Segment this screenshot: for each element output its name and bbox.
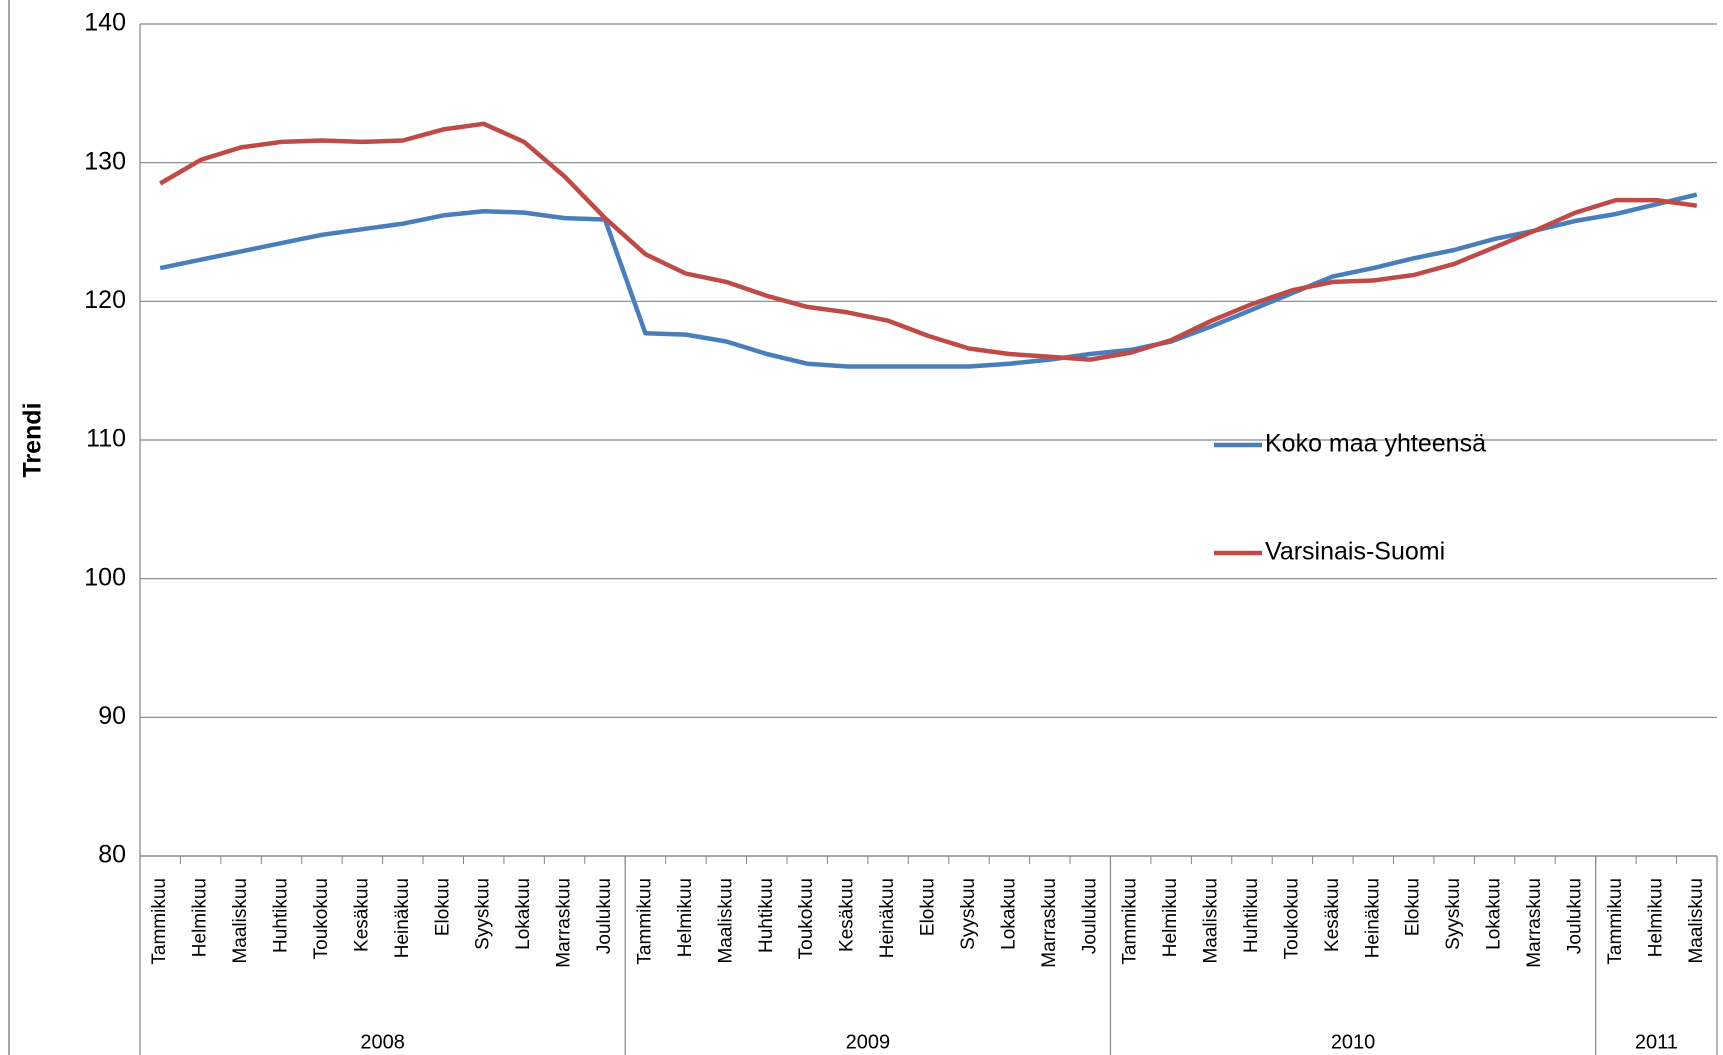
x-tick-label: Kesäkuu [837,878,858,952]
x-tick-label: Syyskuu [473,878,494,950]
x-tick-label: Heinäkuu [877,878,898,958]
series-line [159,192,1698,369]
x-tick-label: Tammikuu [1120,878,1141,965]
year-label: 2011 [1635,1031,1678,1053]
x-tick-label: Maaliskuu [1201,878,1222,964]
x-tick-label: Toukokuu [311,878,332,959]
x-tick-label: Marraskuu [1524,878,1545,968]
x-tick-label: Helmikuu [1160,878,1181,957]
x-tick-label: Lokakuu [1484,878,1505,950]
x-tick-label: Joulukuu [594,878,615,954]
y-tick-label: 100 [84,563,126,591]
x-tick-label: Helmikuu [675,878,696,957]
x-tick-label: Tammikuu [634,878,655,965]
x-tick-label: Huhtikuu [756,878,777,953]
x-tick-label: Marraskuu [554,878,575,968]
x-tick-label: Syyskuu [958,878,979,950]
x-tick-label: Syyskuu [1443,878,1464,950]
x-tick-label: Kesäkuu [1322,878,1343,952]
x-tick-label: Joulukuu [1079,878,1100,954]
legend-label: Varsinais-Suomi [1265,538,1445,566]
y-axis-label: Trendi [19,402,47,477]
x-tick-label: Marraskuu [1039,878,1060,968]
x-tick-label: Elokuu [432,878,453,936]
y-tick-label: 140 [84,9,126,37]
x-tick-label: Maaliskuu [230,878,251,964]
x-tick-label: Elokuu [1403,878,1424,936]
x-tick-label: Heinäkuu [1362,878,1383,958]
y-tick-label: 120 [84,286,126,314]
x-tick-label: Kesäkuu [351,878,372,952]
year-label: 2008 [360,1031,405,1053]
x-tick-label: Heinäkuu [392,878,413,958]
x-tick-label: Maaliskuu [1686,878,1707,964]
year-label: 2010 [1331,1031,1376,1053]
x-tick-label: Maaliskuu [715,878,736,964]
series-line [159,121,1698,362]
year-label: 2009 [846,1031,891,1053]
x-tick-label: Huhtikuu [1241,878,1262,953]
x-tick-label: Huhtikuu [271,878,292,953]
x-tick-label: Helmikuu [190,878,211,957]
y-tick-label: 90 [98,702,126,730]
legend-label: Koko maa yhteensä [1265,430,1486,458]
y-tick-label: 80 [98,841,126,869]
x-tick-label: Lokakuu [513,878,534,950]
y-tick-label: 110 [86,425,126,453]
x-tick-label: Tammikuu [149,878,170,965]
x-tick-label: Elokuu [918,878,939,936]
x-tick-label: Toukokuu [796,878,817,959]
x-tick-label: Lokakuu [998,878,1019,950]
x-tick-label: Tammikuu [1605,878,1626,965]
y-tick-label: 130 [84,147,126,175]
x-tick-label: Joulukuu [1564,878,1585,954]
x-tick-label: Toukokuu [1281,878,1302,959]
x-tick-label: Helmikuu [1645,878,1666,957]
